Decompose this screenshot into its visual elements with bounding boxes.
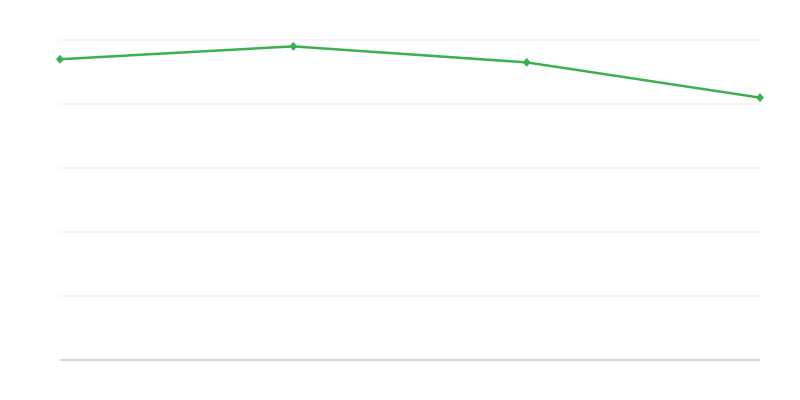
point [756, 93, 764, 103]
point [522, 57, 531, 67]
line [59, 45, 761, 99]
point [289, 41, 298, 51]
point [56, 54, 64, 64]
